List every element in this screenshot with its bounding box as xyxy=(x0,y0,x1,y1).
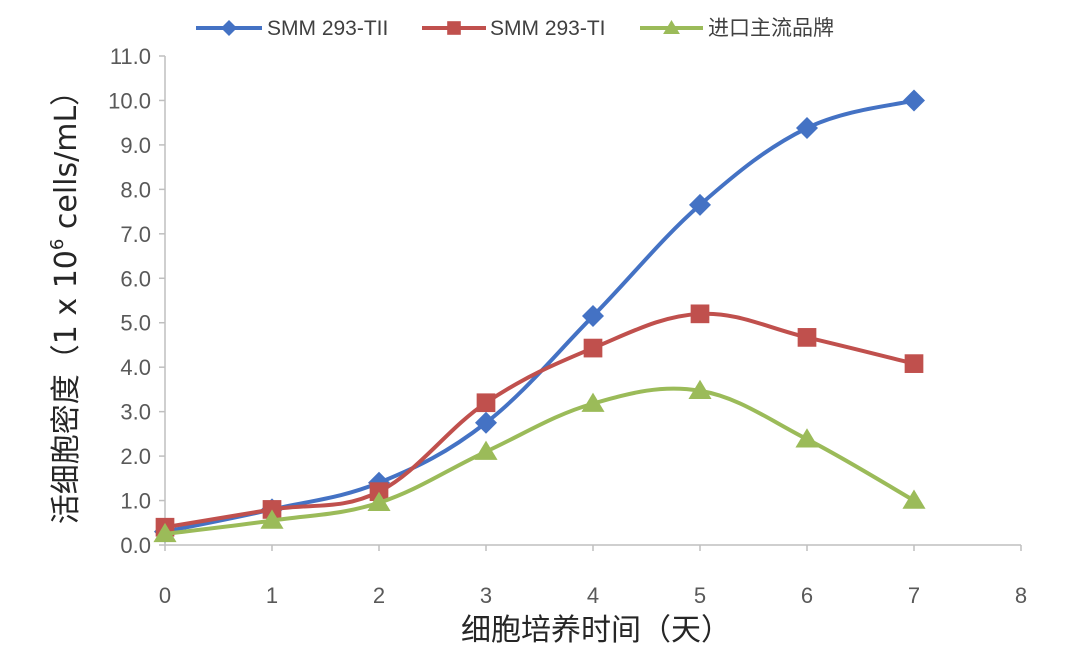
data-point-diamond xyxy=(475,411,497,434)
y-tick-label: 4.0 xyxy=(120,355,151,380)
data-point-triangle xyxy=(581,392,605,412)
y-tick-label: 6.0 xyxy=(120,266,151,291)
data-point-square xyxy=(476,393,496,413)
y-tick-label: 5.0 xyxy=(120,311,151,336)
x-tick-label: 0 xyxy=(159,583,171,608)
legend-label: SMM 293-TI xyxy=(490,17,606,40)
y-axis-title-prefix: 活细胞密度（1 x 10 xyxy=(49,250,84,524)
legend-label: SMM 293-TII xyxy=(267,17,388,40)
y-tick-label: 8.0 xyxy=(120,177,151,202)
data-point-square xyxy=(904,354,924,373)
y-axis-title-suffix: cells/mL） xyxy=(49,76,84,239)
x-axis-title: 细胞培养时间（天） xyxy=(461,613,731,648)
data-point-diamond xyxy=(689,193,711,216)
legend-marker-square xyxy=(447,21,461,35)
data-point-square xyxy=(797,328,817,347)
data-point-diamond xyxy=(582,305,604,328)
y-tick-label: 11.0 xyxy=(110,44,151,69)
data-point-triangle xyxy=(153,522,177,543)
y-axis-title: 活细胞密度（1 x 106 cells/mL） xyxy=(47,76,84,524)
y-axis-title-superscript: 6 xyxy=(47,239,68,250)
axes xyxy=(159,55,1022,551)
series-1 xyxy=(154,89,925,543)
x-tick-label: 1 xyxy=(266,583,278,608)
x-tick-label: 6 xyxy=(801,583,813,608)
data-point-triangle xyxy=(795,428,819,448)
x-tick-label: 7 xyxy=(908,583,920,608)
data-point-triangle xyxy=(688,379,712,399)
y-tick-label: 7.0 xyxy=(120,222,151,247)
series-line xyxy=(163,98,916,534)
legend: SMM 293-TII SMM 293-TI 进口主流品牌 xyxy=(196,17,834,40)
y-tick-label: 3.0 xyxy=(120,400,151,425)
x-tick-label: 8 xyxy=(1015,583,1027,608)
y-tick-label: 0.0 xyxy=(120,533,151,558)
data-point-square xyxy=(262,500,282,519)
data-point-triangle xyxy=(474,440,498,460)
series-2 xyxy=(155,304,924,537)
data-point-diamond xyxy=(903,89,925,112)
y-tick-label: 10.0 xyxy=(108,88,151,113)
legend-marker-diamond xyxy=(221,20,237,36)
data-point-triangle xyxy=(260,509,284,529)
y-tick-labels: 0.0 1.0 2.0 3.0 4.0 5.0 6.0 7.0 8.0 9.0 10.0 11.0 xyxy=(108,44,151,558)
legend-label: 进口主流品牌 xyxy=(708,17,834,40)
y-tick-label: 9.0 xyxy=(120,133,151,158)
data-point-square xyxy=(369,482,389,502)
legend-item-1: SMM 293-TII xyxy=(196,17,388,40)
series-layer xyxy=(153,89,926,543)
series-line xyxy=(163,311,916,530)
legend-item-3: 进口主流品牌 xyxy=(640,17,834,40)
y-tick-label: 1.0 xyxy=(120,489,151,514)
x-tick-labels: 0 1 2 3 4 5 6 7 8 xyxy=(159,583,1027,608)
legend-item-2: SMM 293-TI xyxy=(422,17,606,40)
data-point-square xyxy=(690,304,710,324)
x-tick-label: 5 xyxy=(694,583,706,608)
data-point-triangle xyxy=(367,491,391,512)
data-point-triangle xyxy=(902,489,926,509)
x-tick-label: 3 xyxy=(480,583,492,608)
series-3 xyxy=(153,379,926,543)
data-point-diamond xyxy=(796,117,818,140)
x-tick-label: 4 xyxy=(587,583,599,608)
data-point-square xyxy=(583,338,603,358)
y-tick-label: 2.0 xyxy=(120,444,151,469)
legend-marker-triangle xyxy=(663,20,680,34)
x-tick-label: 2 xyxy=(373,583,385,608)
